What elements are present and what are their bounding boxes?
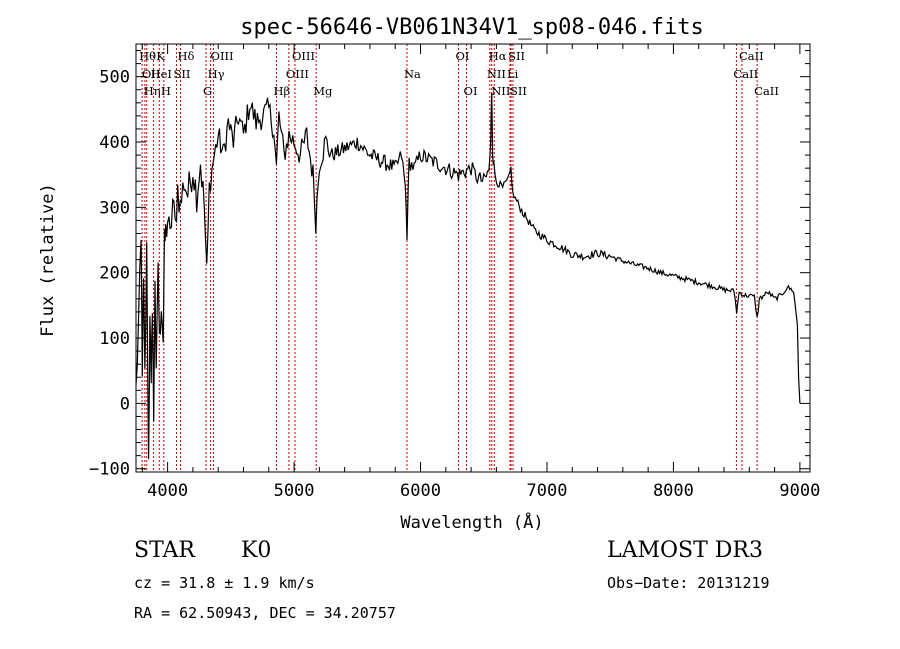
spectral-line-labels: HθHηOIIHeIKHSIIHδGHγOIIIHβOIIIOIIIMgNaOI… xyxy=(139,49,779,98)
y-axis-label: Flux (relative) xyxy=(38,183,58,337)
x-tick-label-5: 9000 xyxy=(779,481,820,501)
spectral-line-label-23: SII xyxy=(508,49,525,63)
spectral-line-label-18: OI xyxy=(464,84,478,98)
spectral-line-label-5: K xyxy=(156,49,165,63)
y-tick-label-3: 200 xyxy=(99,264,130,284)
y-tick-label-0: −100 xyxy=(89,460,130,480)
y-tick-label-4: 300 xyxy=(99,198,130,218)
x-tick-label-0: 4000 xyxy=(147,481,188,501)
observation-date: Obs−Date: 20131219 xyxy=(607,574,770,592)
spectral-line-label-7: SII xyxy=(173,67,190,81)
y-tick-label-2: 100 xyxy=(99,329,130,349)
spectral-line-label-17: OI xyxy=(455,49,469,63)
spectral-line-label-21: NII xyxy=(491,84,510,98)
spectral-line-label-9: G xyxy=(203,84,212,98)
axis-ticks: 4000 5000 6000 7000 8000 9000 −100 0 100 200 300 40… xyxy=(89,44,820,501)
plot-frame xyxy=(135,43,811,473)
x-tick-label-1: 5000 xyxy=(274,481,315,501)
x-tick-label-4: 8000 xyxy=(653,481,694,501)
spectral-line-label-0: Hθ xyxy=(139,49,156,63)
spectral-line-label-8: Hδ xyxy=(178,49,195,63)
y-tick-label-5: 400 xyxy=(99,133,130,153)
x-tick-label-2: 6000 xyxy=(400,481,441,501)
spectral-line-label-25: CaII xyxy=(733,67,758,81)
spectral-line-markers xyxy=(141,44,758,472)
object-subclass: K0 xyxy=(241,538,272,563)
survey-name: LAMOST DR3 xyxy=(607,538,763,563)
x-tick-label-3: 7000 xyxy=(526,481,567,501)
y-tick-label-1: 0 xyxy=(120,394,130,414)
spectral-line-label-24: SII xyxy=(510,84,527,98)
spectral-line-label-2: OII xyxy=(142,67,161,81)
coordinates: RA = 62.50943, DEC = 34.20757 xyxy=(134,604,396,622)
spectral-line-label-1: Hη xyxy=(144,84,161,98)
chart-title: spec-56646-VB061N34V1_sp08-046.fits xyxy=(240,15,704,40)
spectral-line-label-20: Hα xyxy=(489,49,507,63)
spectral-line-label-27: CaII xyxy=(754,84,779,98)
spectral-line-label-26: CaII xyxy=(739,49,764,63)
spectral-line-label-19: NII xyxy=(487,67,506,81)
x-axis-label: Wavelength (Å) xyxy=(400,511,543,533)
object-class: STAR xyxy=(134,538,195,563)
flux-curve xyxy=(135,93,801,460)
spectral-line-label-15: Mg xyxy=(313,84,333,98)
redshift-value: cz = 31.8 ± 1.9 km/s xyxy=(134,574,315,592)
spectral-line-label-13: OIII xyxy=(286,67,309,81)
spectral-line-label-6: H xyxy=(161,84,171,98)
spectral-line-label-22: Li xyxy=(507,67,519,81)
spectral-line-label-16: Na xyxy=(404,67,421,81)
y-tick-label-6: 500 xyxy=(99,68,130,88)
spectral-line-label-11: OIII xyxy=(211,49,234,63)
spectral-line-label-12: Hβ xyxy=(273,84,290,98)
spectral-line-label-14: OIII xyxy=(292,49,315,63)
spectral-line-label-10: Hγ xyxy=(208,67,225,81)
spectral-line-label-4: HeI xyxy=(151,67,172,81)
